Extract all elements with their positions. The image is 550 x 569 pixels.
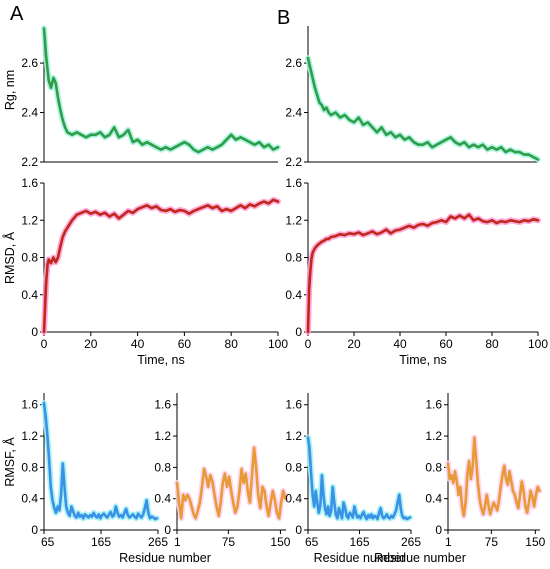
rmsf-a1-xtick-label: 65: [41, 535, 55, 549]
rmsd-b-plot: 0 0.4 0.8 1.2 1.6 0 20 40 60 80 100 Time, ns: [285, 176, 548, 367]
rmsd-b-ytick-label: 0: [295, 325, 302, 339]
rmsd-b-ytick-label: 0.4: [285, 288, 302, 302]
rmsf-b1-xtick-label: 65: [305, 535, 319, 549]
rmsf-b2-xtick-label: 75: [485, 535, 499, 549]
rmsf-b1-ytick-label: 1.2: [285, 429, 302, 443]
rmsf-a1-ytick-label: 0.4: [21, 492, 38, 506]
rmsd-a-xtick-label: 80: [225, 337, 239, 351]
rmsf-a2-ytick-label: 0.8: [154, 460, 171, 474]
rg-a-series-line: [42, 27, 280, 154]
rmsf-a1-ytick-label: 0.8: [21, 460, 38, 474]
rmsd-a-ytick-label: 0.8: [21, 251, 38, 265]
rmsf-a1-ytick-label: 1.2: [21, 429, 38, 443]
rmsd-b-ytick-label: 1.2: [285, 213, 302, 227]
rmsd-b-xtick-label: 60: [439, 337, 453, 351]
rmsd-b-series-line: [306, 213, 540, 334]
rg-a-plot: 2.2 2.4 2.6 Rg, nm: [3, 25, 281, 169]
rmsd-b-xtick-label: 100: [528, 337, 548, 351]
rmsf-a1-plot: 0 0.4 0.8 1.2 1.6 65 165 265 RMSF, Å Residue numb…: [2, 393, 211, 565]
rmsd-a-series-halo: [41, 196, 281, 335]
rmsf-b1-xtick-label: 265: [401, 535, 421, 549]
rmsf-a2-plot: 0 0.4 0.8 1.2 1.6 1 75 150: [154, 393, 291, 549]
rmsf-a1-xlabel: Residue number: [119, 551, 211, 565]
rmsf-a2-ytick-label: 0: [164, 523, 171, 537]
rmsf-b1-ytick-label: 1.6: [285, 398, 302, 412]
rmsf-a1-xtick-label: 165: [91, 535, 111, 549]
rmsd-b-xtick-label: 0: [305, 337, 312, 351]
rmsd-a-plot: 0 0.4 0.8 1.2 1.6 0 20 40 60 80 100 RMSD, Å Time, ns: [2, 176, 288, 367]
rmsf-b1-xlabel: Residue number: [314, 551, 406, 565]
rmsf-a1-ytick-label: 1.6: [21, 398, 38, 412]
rmsf-b2-xlabel: Residue number: [374, 551, 466, 565]
rmsf-a2-ytick-label: 1.2: [154, 429, 171, 443]
rmsf-a2-xtick-label: 1: [174, 535, 181, 549]
rmsf-b2-ytick-label: 1.6: [425, 398, 442, 412]
rmsd-a-xtick-label: 60: [178, 337, 192, 351]
rg-a-ytick-label: 2.2: [21, 155, 38, 169]
rmsd-a-xtick-label: 20: [84, 337, 98, 351]
rmsf-b2-ytick-label: 0.4: [425, 492, 442, 506]
rmsf-b1-plot: 0 0.4 0.8 1.2 1.6 65 165 265 Residue number: [285, 393, 421, 565]
rmsd-a-xtick-label: 40: [131, 337, 145, 351]
rmsf-a2-series-line: [175, 446, 287, 520]
rmsf-b1-ytick-label: 0: [295, 523, 302, 537]
rmsd-a-xtick-label: 100: [268, 337, 288, 351]
rmsd-a-xtick-label: 0: [41, 337, 48, 351]
rmsd-b-series-halo: [305, 211, 541, 335]
rmsf-b1-series-line: [306, 436, 412, 521]
rmsd-a-ytick-label: 0.4: [21, 288, 38, 302]
rmsf-a1-xtick-label: 265: [148, 535, 168, 549]
rg-b-ytick-label: 2.4: [285, 106, 302, 120]
rmsd-b-ytick-label: 0.8: [285, 251, 302, 265]
rmsf-a1-ytick-label: 0: [31, 523, 38, 537]
rmsd-a-series-line: [42, 198, 280, 334]
rmsf-a2-xtick-label: 75: [222, 535, 236, 549]
rmsf-a2-ytick-label: 0.4: [154, 492, 171, 506]
rmsd-b-ytick-label: 1.6: [285, 176, 302, 190]
rg-a-ytick-label: 2.4: [21, 106, 38, 120]
rmsd-b-xtick-label: 40: [393, 337, 407, 351]
panel-letter-a: A: [10, 3, 24, 25]
rmsf-b2-xtick-label: 1: [445, 535, 452, 549]
rmsf-a1-series-line: [42, 401, 159, 521]
rg-a-ylabel: Rg, nm: [3, 70, 17, 110]
rmsd-a-xlabel: Time, ns: [137, 353, 184, 367]
rmsf-b2-ytick-label: 1.2: [425, 429, 442, 443]
rg-b-series-line: [306, 56, 540, 161]
rmsd-a-ytick-label: 1.6: [21, 176, 38, 190]
rmsd-b-xlabel: Time, ns: [399, 353, 446, 367]
rmsf-b2-ytick-label: 0: [435, 523, 442, 537]
rmsf-b2-ytick-label: 0.8: [425, 460, 442, 474]
rmsf-b2-plot: 0 0.4 0.8 1.2 1.6 1 75 150 Residue number: [374, 393, 546, 565]
rg-b-ytick-label: 2.2: [285, 155, 302, 169]
rmsf-b1-ytick-label: 0.4: [285, 492, 302, 506]
rmsf-b2-series-line: [446, 436, 541, 518]
plots-group: 2.2 2.4 2.6 Rg, nm 2.2 2.4 2.6 0 0.4 0.8 1.2 1.6 0 20…: [2, 25, 548, 565]
rmsf-a2-ytick-label: 1.6: [154, 398, 171, 412]
rg-a-ytick-label: 2.6: [21, 56, 38, 70]
rmsf-b1-xtick-label: 165: [349, 535, 369, 549]
rmsd-a-ytick-label: 1.2: [21, 213, 38, 227]
panel-letter-b: B: [277, 7, 290, 29]
rmsd-b-xtick-label: 20: [347, 337, 361, 351]
rg-b-ytick-label: 2.6: [285, 56, 302, 70]
rmsf-b2-xtick-label: 150: [525, 535, 545, 549]
rmsf-a1-ylabel: RMSF, Å: [2, 437, 17, 487]
rmsd-a-ytick-label: 0: [31, 325, 38, 339]
rmsd-a-ylabel: RMSD, Å: [2, 231, 17, 284]
rmsd-b-xtick-label: 80: [485, 337, 499, 351]
rg-b-plot: 2.2 2.4 2.6: [285, 26, 541, 169]
rmsf-b1-ytick-label: 0.8: [285, 460, 302, 474]
rmsf-a2-xtick-label: 150: [270, 535, 290, 549]
